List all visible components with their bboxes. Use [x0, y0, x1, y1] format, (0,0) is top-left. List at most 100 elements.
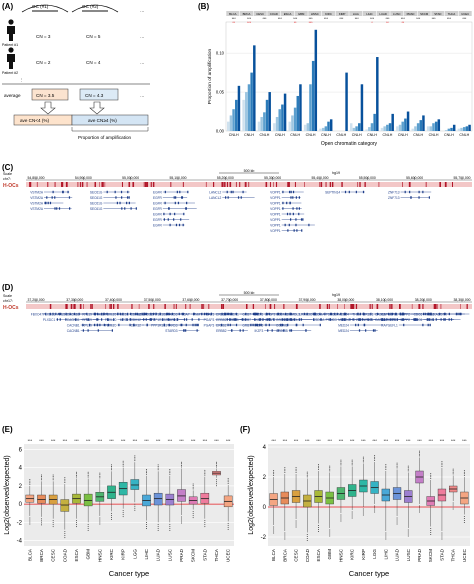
outlier — [340, 461, 342, 463]
y-tick-label: 2 — [19, 484, 23, 490]
outlier — [385, 532, 387, 534]
bar — [414, 126, 417, 131]
position-label: 37,400,000 — [105, 298, 122, 302]
exon — [168, 323, 170, 327]
hoc-peak — [275, 182, 278, 187]
hoc-peak — [79, 182, 81, 187]
gene-label: ERBB2 — [216, 323, 227, 327]
bar — [229, 115, 233, 131]
outlier — [87, 523, 89, 525]
hoc-peak — [66, 304, 68, 309]
gene-label: STARD3 — [165, 312, 178, 316]
exon — [176, 190, 178, 194]
hoc-peak — [223, 182, 225, 187]
x-tick-label: CNLH — [306, 133, 316, 137]
outlier — [430, 528, 432, 529]
outlier — [41, 524, 42, 526]
hoc-peak — [440, 304, 442, 309]
exon — [392, 318, 394, 321]
x-tick-label: KIRC — [350, 548, 355, 560]
gene-label: ARL5C — [57, 312, 68, 316]
exon — [97, 329, 99, 332]
gene-label: STARD3 — [165, 318, 178, 322]
bar — [291, 115, 294, 131]
exon — [107, 318, 109, 321]
exon — [225, 196, 227, 199]
exon — [296, 229, 298, 232]
exon — [416, 318, 418, 321]
bar — [275, 116, 279, 131]
gene-label: FBXO47 — [31, 312, 43, 316]
exon — [430, 312, 432, 316]
outlier — [284, 468, 286, 470]
bar — [245, 92, 248, 131]
gene-label: GRB7 — [242, 318, 251, 322]
hoc-peak — [61, 182, 64, 187]
gene-label: MED24 — [338, 323, 349, 327]
ave-ge4-box — [71, 114, 149, 126]
outlier — [169, 525, 171, 527]
exon — [163, 212, 165, 216]
outlier — [29, 517, 31, 519]
x-tick-label: CESC — [294, 548, 299, 561]
gene-label: MED24 — [338, 329, 349, 333]
exon — [186, 201, 188, 205]
exon — [121, 196, 123, 199]
hoc-peak — [148, 304, 150, 309]
outlier — [41, 520, 42, 522]
exon — [435, 318, 437, 321]
hoc-peak — [435, 304, 436, 309]
outlier — [76, 522, 77, 524]
exon — [278, 312, 280, 316]
plot-frame — [225, 21, 473, 132]
chart-e: -4 -2 0 2 4 6 *** BLCA *** BRCA *** CESC *** COAD *** E… — [4, 439, 234, 578]
cancer-strip — [390, 11, 404, 16]
outlier — [452, 473, 454, 475]
outlier — [430, 473, 432, 475]
gene-label: IKZF3 — [255, 329, 264, 333]
exon — [239, 329, 241, 332]
gene-label: MSL1 — [426, 312, 435, 316]
exon — [129, 323, 131, 327]
significance-label: *** — [350, 439, 355, 443]
bar — [398, 124, 402, 131]
outlier — [134, 505, 136, 507]
outlier — [134, 458, 136, 460]
outlier — [396, 523, 398, 525]
position-label: 54,900,000 — [75, 176, 92, 180]
outlier — [374, 509, 376, 511]
outlier — [463, 473, 465, 475]
x-tick-label: CNLH — [275, 133, 285, 137]
exon — [210, 312, 212, 316]
x-tick-label: CNLH — [244, 133, 254, 137]
exon — [126, 318, 128, 321]
exon — [260, 323, 262, 327]
bar — [237, 85, 241, 131]
y-tick-label: 0 — [19, 502, 23, 508]
outlier — [41, 518, 42, 520]
gene-label: CACNB1 — [67, 329, 80, 333]
exon — [127, 190, 129, 194]
x-tick-label: LUSC — [406, 548, 411, 561]
cancer-strip-label: PRAD — [407, 12, 415, 16]
gene-label: CACNB1 — [67, 323, 80, 327]
gene-label: ERBB2 — [216, 318, 227, 322]
exon — [418, 196, 420, 199]
hoc-peak — [274, 304, 276, 309]
exon — [288, 190, 291, 194]
hoc-peak — [189, 304, 191, 309]
gene-label: STAC2 — [94, 312, 104, 316]
significance-label: *** — [144, 439, 149, 443]
gene-label: LANCL2 — [209, 196, 221, 200]
outlier — [76, 473, 77, 475]
position-label: 38,000,000 — [337, 298, 354, 302]
outlier — [157, 469, 159, 471]
exon — [300, 218, 303, 221]
gene-label: CDC6 — [414, 312, 423, 316]
chart-f: -2 0 2 4 *** BLCA *** BRCA *** CESC *** COAD *** ESCA… — [248, 439, 470, 578]
exon — [126, 201, 128, 205]
gene-label: MIEN1 — [229, 312, 239, 316]
x-tick-label: GBM — [86, 549, 91, 560]
outlier — [284, 471, 286, 473]
cancer-strip-label: HNSC — [311, 12, 319, 16]
